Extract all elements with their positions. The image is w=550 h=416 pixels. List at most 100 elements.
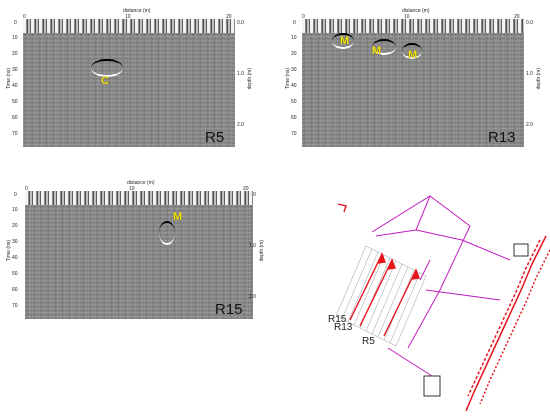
time-tick: 30 <box>12 239 18 245</box>
buildings <box>465 235 550 412</box>
depth-tick: 2.0 <box>526 122 533 128</box>
depth-tick: 1.0 <box>526 71 533 77</box>
building-edge <box>479 249 550 405</box>
depth-tick: 2.0 <box>237 122 244 128</box>
boundary-line <box>419 259 431 281</box>
x-tick: 0 <box>23 14 26 20</box>
depth-tick: 1.0 <box>249 243 256 249</box>
boundary-lines <box>371 195 511 377</box>
x-tick: 0 <box>302 14 305 20</box>
x-tick: 20 <box>243 186 249 192</box>
depth-tick: 2.0 <box>249 294 256 300</box>
radargram-image: C R5 <box>23 19 235 147</box>
time-tick: 60 <box>12 287 18 293</box>
time-tick: 70 <box>291 131 297 137</box>
dark-structures <box>423 243 529 397</box>
time-tick: 40 <box>291 83 297 89</box>
radargram-image: M R15 <box>25 191 253 319</box>
direct-wave-band <box>25 191 253 205</box>
time-tick: 40 <box>12 255 18 261</box>
site-plan-map: R15 R13 R5 <box>300 180 550 412</box>
x-tick: 10 <box>129 186 135 192</box>
grid-line <box>347 251 379 323</box>
radargram-panel-r13: distance (m) 0 10 20 Time (ns) 0 10 20 3… <box>284 8 544 148</box>
x-axis-label: distance (m) <box>123 8 151 14</box>
survey-line-r5 <box>383 269 417 337</box>
building-edge <box>467 239 541 397</box>
survey-grid <box>335 245 427 347</box>
time-tick: 70 <box>12 131 18 137</box>
depth-tick: 0.0 <box>526 20 533 26</box>
direct-wave-band <box>23 19 235 33</box>
x-tick: 10 <box>125 14 131 20</box>
time-tick: 0 <box>14 20 17 26</box>
hyperbola-reflection <box>372 39 396 55</box>
grid-line <box>365 260 397 332</box>
depth-tick: 0.0 <box>237 20 244 26</box>
structure <box>513 243 529 257</box>
boundary-outline <box>371 195 471 349</box>
grid-line <box>389 272 421 344</box>
radargram-panel-r15: distance (m) 0 10 20 Time (ns) 0 10 20 3… <box>5 180 267 320</box>
x-tick: 20 <box>226 14 232 20</box>
y-axis-right-label: depth (m) <box>536 68 542 90</box>
annotation-label: M <box>173 211 183 223</box>
radargram-image: M M M R13 <box>302 19 524 147</box>
profile-name: R13 <box>488 129 516 146</box>
time-tick: 10 <box>12 207 18 213</box>
boundary-line <box>387 347 433 377</box>
time-tick: 0 <box>14 192 17 198</box>
time-tick: 10 <box>291 35 297 41</box>
arrow-head <box>376 252 386 264</box>
x-axis-label: distance (m) <box>402 8 430 14</box>
hyperbola-reflection <box>159 221 175 245</box>
grid-line <box>377 266 409 338</box>
hyperbola-reflection <box>402 43 422 59</box>
boundary-line <box>415 195 431 231</box>
boundary-line <box>415 229 463 241</box>
time-tick: 50 <box>12 99 18 105</box>
arrow-head <box>386 258 396 270</box>
hyperbola-reflection <box>332 33 354 49</box>
time-tick: 20 <box>12 51 18 57</box>
time-tick: 60 <box>12 115 18 121</box>
annotation-label: M <box>372 45 382 57</box>
y-axis-right-label: depth (m) <box>247 68 253 90</box>
time-tick: 40 <box>12 83 18 89</box>
grid-line <box>341 248 373 320</box>
survey-line-label: R15 <box>328 314 347 325</box>
arrow-head <box>410 268 420 280</box>
x-axis-label: distance (m) <box>127 180 155 186</box>
time-tick: 60 <box>291 115 297 121</box>
survey-line-r15 <box>349 253 383 321</box>
boundary-line <box>461 239 511 261</box>
direct-wave-band <box>302 19 524 33</box>
time-tick: 50 <box>12 271 18 277</box>
time-tick: 10 <box>12 35 18 41</box>
building-edge <box>465 235 547 412</box>
x-tick: 10 <box>404 14 410 20</box>
boundary-line <box>425 289 501 301</box>
time-tick: 30 <box>12 67 18 73</box>
time-tick: 20 <box>12 223 18 229</box>
grid-line <box>371 263 403 335</box>
boundary-line <box>375 229 417 237</box>
structure <box>423 375 441 397</box>
survey-line-label: R5 <box>362 336 375 347</box>
survey-lines <box>349 252 420 337</box>
north-arrow-icon <box>337 203 347 213</box>
time-tick: 50 <box>291 99 297 105</box>
grid-line <box>353 254 385 326</box>
x-tick: 20 <box>514 14 520 20</box>
hyperbola-reflection <box>91 59 123 77</box>
profile-name: R15 <box>215 301 243 318</box>
annotation-label: M <box>340 35 350 47</box>
site-plan-drawing <box>335 195 550 412</box>
y-axis-right-label: depth (m) <box>259 240 265 262</box>
radargram-panel-r5: distance (m) 0 10 20 Time (ns) 0 10 20 3… <box>5 8 255 148</box>
time-tick: 0 <box>293 20 296 26</box>
profile-name: R5 <box>205 129 225 146</box>
x-tick: 0 <box>25 186 28 192</box>
time-tick: 30 <box>291 67 297 73</box>
survey-line-label: R13 <box>334 322 353 333</box>
